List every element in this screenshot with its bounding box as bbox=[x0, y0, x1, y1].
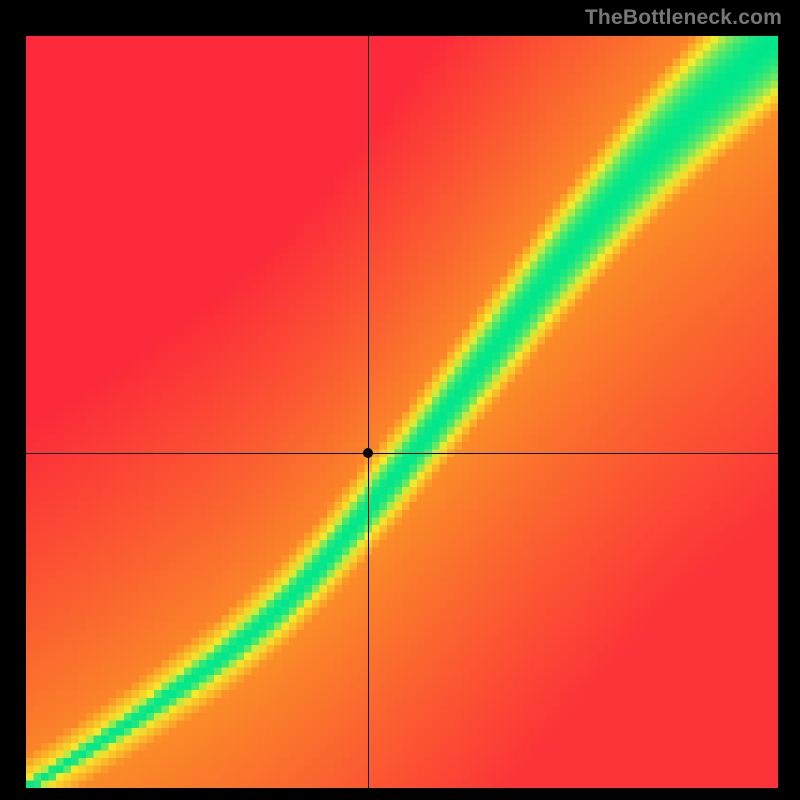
bottleneck-heatmap bbox=[26, 36, 778, 788]
watermark-text: TheBottleneck.com bbox=[585, 6, 782, 30]
selected-point-marker bbox=[363, 448, 373, 458]
chart-root: TheBottleneck.com bbox=[0, 0, 800, 800]
crosshair-horizontal bbox=[26, 453, 778, 454]
crosshair-vertical bbox=[368, 36, 369, 788]
